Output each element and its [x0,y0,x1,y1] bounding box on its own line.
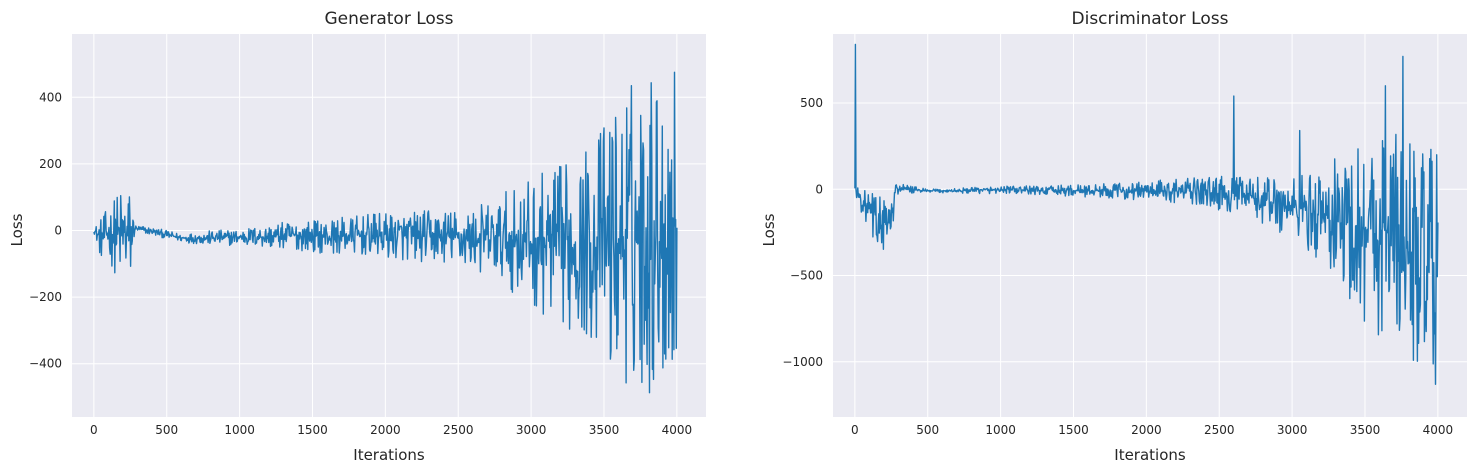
discriminator-loss-chart: 0 500 1000 1500 2000 2500 3000 3500 4000 −1000 −50… [760,9,1467,464]
x-tick-label: 3500 [589,423,620,437]
x-tick-label: 2000 [1131,423,1162,437]
x-tick-label: 1000 [224,423,255,437]
chart-title: Discriminator Loss [1072,9,1229,29]
x-tick-label: 500 [916,423,939,437]
x-axis-label: Iterations [353,446,425,464]
tick-labels: 0 500 1000 1500 2000 2500 3000 3500 4000−400−200… [29,90,692,437]
x-tick-label: 500 [155,423,178,437]
y-tick-label: 0 [54,223,62,237]
tick-labels: 0 500 1000 1500 2000 2500 3000 3500 4000 −1000 −50… [782,96,1453,437]
x-tick-label: 0 [90,423,98,437]
grid [72,34,706,417]
loss-series-line [854,43,1439,385]
series [93,71,678,394]
y-tick-label: 400 [39,90,62,104]
x-tick-label: 3000 [516,423,547,437]
x-tick-label: 1500 [1058,423,1089,437]
x-tick-label: 4000 [662,423,693,437]
x-tick-label: 3500 [1350,423,1381,437]
x-tick-label: 3000 [1277,423,1308,437]
x-axis-label: Iterations [1114,446,1186,464]
x-tick-label: 1000 [985,423,1016,437]
grid [833,34,1467,417]
y-axis-label: Loss [760,213,778,246]
generator-loss-chart: 0 500 1000 1500 2000 2500 3000 3500 4000−400−200… [8,9,706,464]
loss-series-line [93,71,678,394]
x-tick-label: 4000 [1423,423,1454,437]
y-tick-label: −500 [790,269,823,283]
y-tick-label: 200 [39,157,62,171]
chart-title: Generator Loss [324,9,453,29]
series [854,43,1439,385]
x-tick-label: 2500 [1204,423,1235,437]
x-tick-label: 1500 [297,423,328,437]
x-tick-label: 0 [851,423,859,437]
y-tick-label: −1000 [782,355,823,369]
y-tick-label: 500 [800,96,823,110]
y-tick-label: −400 [29,357,62,371]
x-tick-label: 2500 [443,423,474,437]
x-tick-label: 2000 [370,423,401,437]
y-tick-label: 0 [815,182,823,196]
y-axis-label: Loss [8,213,26,246]
y-tick-label: −200 [29,290,62,304]
